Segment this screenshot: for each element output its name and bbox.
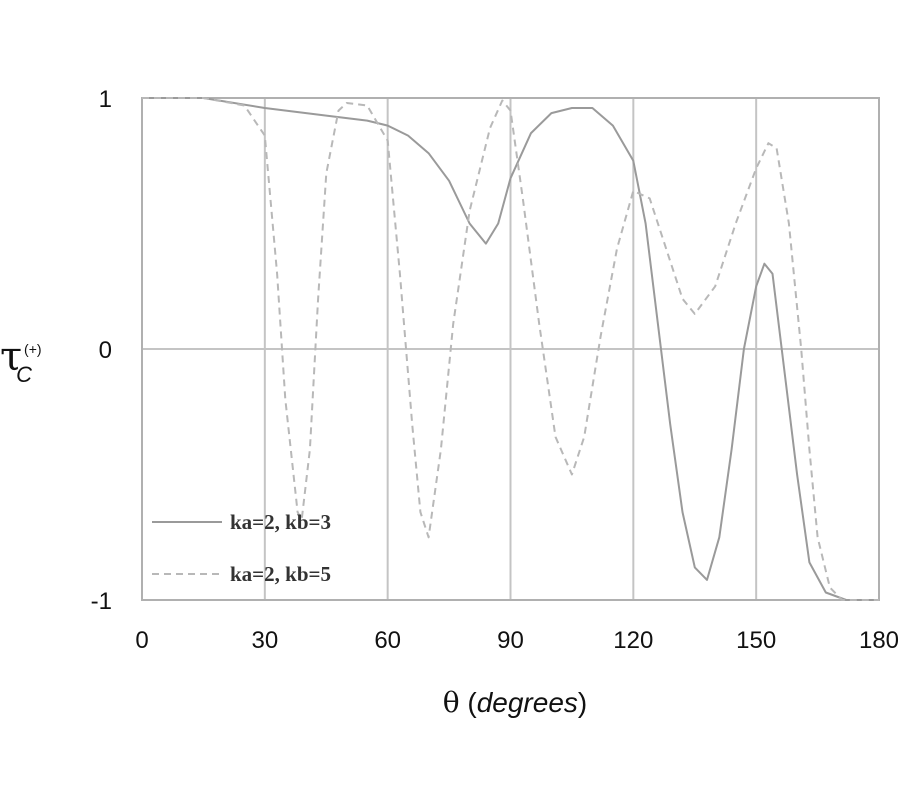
y-tick-label: -1 bbox=[91, 588, 112, 615]
legend-label-2: ka=2, kb=5 bbox=[230, 562, 331, 586]
series-group bbox=[142, 97, 879, 601]
y-axis-subscript: C bbox=[16, 362, 32, 387]
x-tick-label: 150 bbox=[736, 627, 776, 654]
x-tick-label: 0 bbox=[135, 627, 148, 654]
series-line-1 bbox=[142, 97, 879, 601]
x-axis-symbol: θ bbox=[443, 686, 460, 719]
x-tick-label: 30 bbox=[251, 627, 278, 654]
y-tick-label: 0 bbox=[99, 337, 112, 364]
y-tick-label: 1 bbox=[99, 86, 112, 113]
tick-labels: 0 30 60 90 120 150 180 -1 0 1 bbox=[91, 86, 899, 654]
y-axis-symbol: τ bbox=[0, 334, 22, 380]
x-tick-label: 90 bbox=[497, 627, 524, 654]
x-axis-label-close: ) bbox=[578, 687, 587, 718]
x-tick-label: 60 bbox=[374, 627, 401, 654]
series-line-2 bbox=[142, 97, 879, 601]
x-axis-label: θ (degrees) bbox=[443, 686, 587, 719]
legend: ka=2, kb=3 ka=2, kb=5 bbox=[152, 510, 331, 586]
y-axis-label: τC (+) bbox=[0, 334, 42, 387]
y-axis-superscript: (+) bbox=[24, 341, 42, 357]
legend-label-1: ka=2, kb=3 bbox=[230, 510, 331, 534]
x-axis-label-open: ( bbox=[460, 687, 478, 718]
plot-frame bbox=[141, 97, 880, 601]
x-tick-label: 120 bbox=[613, 627, 653, 654]
x-axis-unit: degrees bbox=[477, 687, 578, 718]
x-tick-label: 180 bbox=[859, 627, 899, 654]
